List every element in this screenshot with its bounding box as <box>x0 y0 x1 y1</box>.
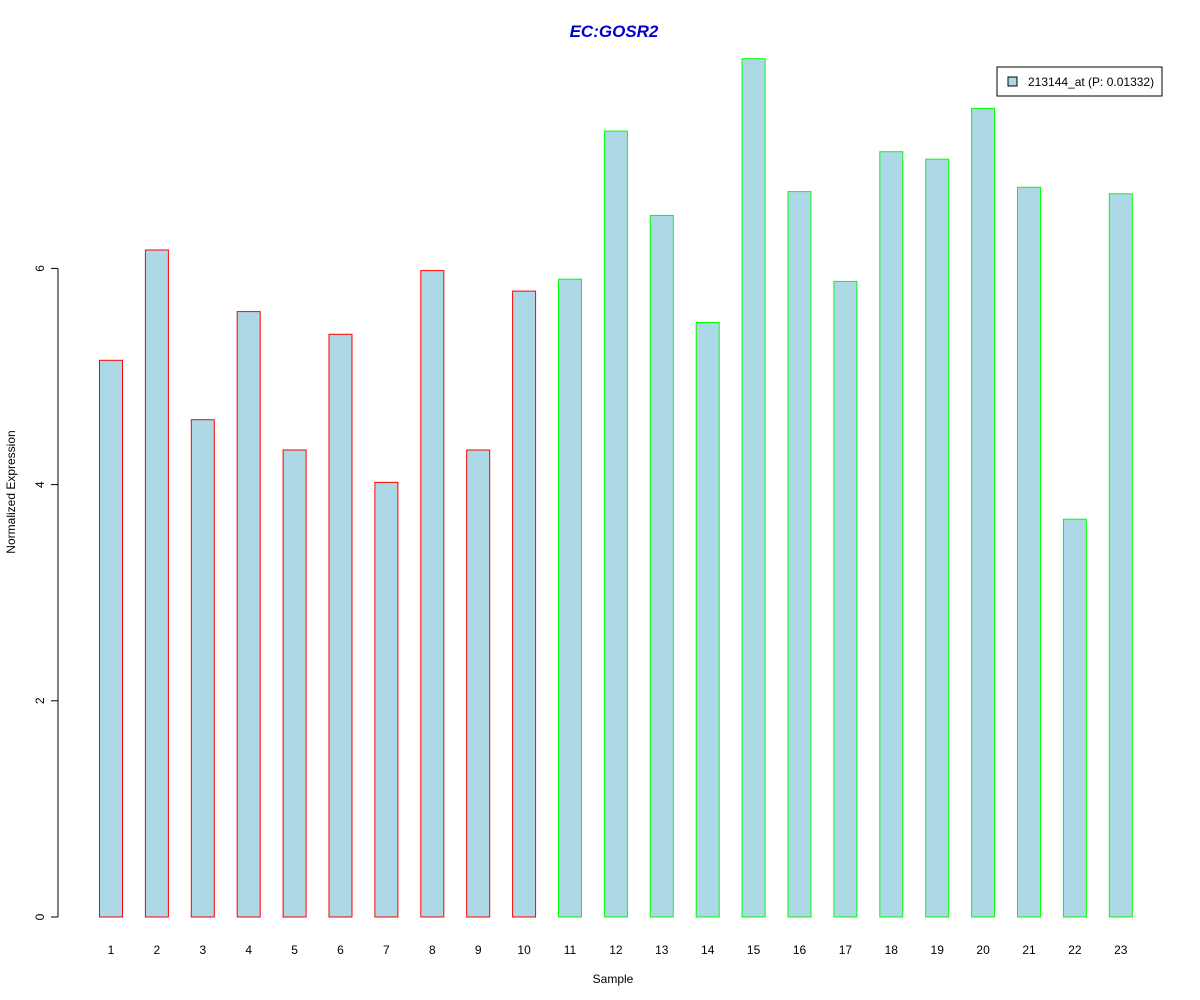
bar-sample-19 <box>925 158 950 918</box>
x-tick-label: 17 <box>839 943 853 957</box>
bar-sample-21 <box>1017 186 1041 918</box>
bars-group <box>99 58 1133 918</box>
x-tick-label: 10 <box>517 943 531 957</box>
x-axis-label: Sample <box>593 972 634 986</box>
bar-sample-23 <box>1108 193 1133 918</box>
bar-sample-4 <box>236 311 261 918</box>
bar-sample-20 <box>971 107 996 918</box>
x-tick-label: 23 <box>1114 943 1128 957</box>
y-tick-label: 6 <box>33 265 47 272</box>
x-tick-label: 12 <box>609 943 623 957</box>
y-axis: 0 2 4 6 <box>33 265 59 920</box>
bar-sample-16 <box>787 191 812 918</box>
x-tick-label: 1 <box>108 943 115 957</box>
bar-sample-15 <box>741 58 766 918</box>
legend-swatch <box>1007 76 1018 87</box>
x-tick-label: 16 <box>793 943 807 957</box>
x-tick-label: 14 <box>701 943 715 957</box>
x-tick-label: 4 <box>245 943 252 957</box>
bar-sample-22 <box>1062 518 1087 918</box>
bar-sample-11 <box>558 278 582 918</box>
legend-label: 213144_at (P: 0.01332) <box>1028 75 1154 89</box>
bar-sample-7 <box>374 481 399 918</box>
bar-sample-13 <box>649 214 674 918</box>
bar-sample-3 <box>190 419 215 918</box>
x-tick-label: 18 <box>885 943 899 957</box>
x-tick-label: 22 <box>1068 943 1082 957</box>
x-tick-label: 7 <box>383 943 390 957</box>
x-tick-label: 15 <box>747 943 761 957</box>
x-tick-label: 6 <box>337 943 344 957</box>
bar-sample-14 <box>695 322 720 918</box>
bar-sample-10 <box>512 290 537 918</box>
x-tick-label: 3 <box>199 943 206 957</box>
bar-sample-5 <box>282 449 307 918</box>
x-tick-label: 21 <box>1022 943 1036 957</box>
bar-sample-17 <box>833 280 858 918</box>
y-axis-label: Normalized Expression <box>4 430 18 553</box>
bar-sample-2 <box>144 249 169 918</box>
x-axis-labels: 1 2 3 4 5 6 7 8 9 10 11 12 13 14 15 16 17 18 19 20 21 22 23 <box>108 943 1128 957</box>
x-tick-label: 9 <box>475 943 482 957</box>
bar-sample-9 <box>466 449 491 918</box>
x-tick-label: 20 <box>976 943 990 957</box>
chart-title: EC:GOSR2 <box>570 22 659 41</box>
x-tick-label: 2 <box>154 943 161 957</box>
y-tick-label: 4 <box>33 481 47 488</box>
bar-sample-8 <box>420 270 445 918</box>
x-tick-label: 19 <box>931 943 945 957</box>
legend: 213144_at (P: 0.01332) <box>996 66 1163 97</box>
y-tick-label: 0 <box>33 913 47 920</box>
bar-sample-12 <box>603 130 628 918</box>
x-tick-label: 5 <box>291 943 298 957</box>
bar-sample-6 <box>328 333 353 918</box>
x-tick-label: 8 <box>429 943 436 957</box>
legend-box <box>996 66 1163 97</box>
x-tick-label: 11 <box>564 943 577 957</box>
y-tick-label: 2 <box>33 697 47 704</box>
bar-sample-1 <box>99 359 123 918</box>
x-tick-label: 13 <box>655 943 669 957</box>
bar-sample-18 <box>879 151 904 918</box>
